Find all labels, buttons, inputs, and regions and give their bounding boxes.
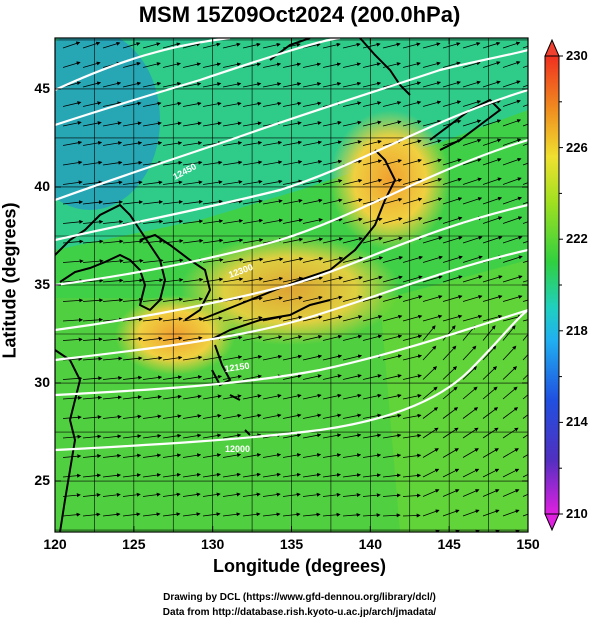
- colorbar: [544, 38, 563, 532]
- x-tick-label: 150: [516, 536, 540, 552]
- y-tick-label: 25: [34, 472, 50, 489]
- colorbar-tick-label: 222: [566, 231, 588, 247]
- x-tick-label: 145: [437, 536, 461, 552]
- colorbar-tick-label: 210: [566, 506, 588, 521]
- y-tick-label: 35: [34, 276, 50, 292]
- colorbar-tick-label: 230: [566, 48, 588, 63]
- x-tick-label: 120: [43, 536, 67, 552]
- colorbar-tick-label: 218: [566, 322, 588, 338]
- contour-label: 12150: [224, 361, 250, 374]
- chart-title: MSM 15Z09Oct2024 (200.0hPa): [138, 2, 461, 27]
- y-tick-label: 30: [34, 374, 50, 391]
- y-axis-label: Latitude (degrees): [0, 202, 20, 359]
- credit-line-1: Drawing by DCL (https://www.gfd-dennou.o…: [163, 592, 436, 603]
- contour-lines: [55, 38, 528, 452]
- axis-ticks: [54, 38, 529, 532]
- wind-vectors: [62, 41, 528, 532]
- x-tick-label: 135: [279, 536, 304, 552]
- coastlines: [55, 38, 502, 532]
- y-tick-label: 40: [34, 177, 50, 194]
- colorbar-tick-label: 214: [566, 414, 588, 430]
- x-tick-label: 125: [122, 536, 146, 552]
- x-tick-label: 140: [358, 536, 382, 552]
- x-tick-label: 130: [200, 536, 225, 552]
- contour-label: 12000: [225, 444, 250, 454]
- credit-line-2: Data from http://database.rish.kyoto-u.a…: [162, 607, 437, 618]
- colorbar-tick-label: 226: [566, 139, 588, 155]
- x-axis-label: Longitude (degrees): [212, 556, 386, 576]
- y-tick-label: 45: [34, 79, 50, 96]
